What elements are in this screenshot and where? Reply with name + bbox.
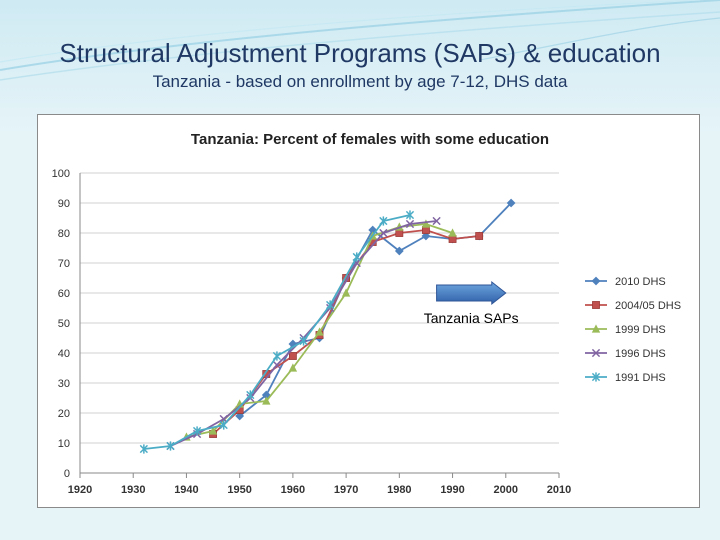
data-point — [506, 198, 516, 208]
slide-title: Structural Adjustment Programs (SAPs) & … — [59, 38, 661, 68]
data-point — [166, 441, 175, 451]
legend-item: 1996 DHS — [585, 348, 666, 360]
series-line — [143, 214, 411, 450]
data-point — [591, 324, 601, 333]
data-point — [341, 288, 351, 297]
y-tick-label: 70 — [58, 258, 70, 270]
data-point — [475, 232, 484, 240]
y-tick-label: 30 — [58, 378, 70, 390]
series-line — [170, 220, 437, 447]
x-tick-label: 1930 — [121, 484, 145, 496]
legend: 2010 DHS 2004/05 DHS 1999 DHS 1996 DHS 1991 … — [585, 276, 681, 384]
series — [182, 219, 457, 441]
data-point — [288, 352, 297, 360]
data-point — [262, 396, 271, 405]
grid — [80, 172, 559, 444]
data-point — [379, 216, 388, 226]
data-point — [405, 219, 415, 229]
series — [209, 226, 484, 438]
data-point — [315, 327, 324, 336]
series-lines — [139, 198, 516, 454]
data-point — [368, 225, 378, 235]
x-tick-label: 1940 — [174, 484, 198, 496]
legend-item: 1991 DHS — [585, 372, 666, 384]
y-tick-label: 10 — [58, 438, 70, 450]
chart: Tanzania: Percent of females with some e… — [52, 131, 681, 496]
data-point — [272, 351, 282, 361]
data-point — [299, 336, 308, 346]
y-tick-label: 100 — [52, 168, 70, 180]
data-point — [272, 360, 282, 370]
legend-item: 2004/05 DHS — [585, 300, 681, 312]
data-point — [591, 372, 601, 382]
y-tick-label: 50 — [58, 318, 70, 330]
x-tick-label: 1950 — [227, 484, 251, 496]
data-point — [246, 390, 255, 400]
saps-label: Tanzania SAPs — [424, 310, 519, 326]
legend-label: 2004/05 DHS — [615, 300, 681, 312]
legend-label: 1999 DHS — [615, 324, 666, 336]
saps-arrow — [436, 280, 507, 306]
data-point — [288, 363, 298, 372]
legend-label: 1991 DHS — [615, 372, 666, 384]
y-tick-label: 90 — [58, 198, 70, 210]
data-point — [592, 301, 600, 309]
legend-item: 1999 DHS — [585, 324, 666, 336]
slide-subtitle: Tanzania - based on enrollment by age 7-… — [152, 72, 568, 91]
data-point — [192, 426, 202, 436]
data-point — [261, 390, 271, 400]
data-point — [139, 444, 148, 454]
legend-item: 2010 DHS — [585, 276, 666, 288]
x-tick-label: 1990 — [440, 484, 464, 496]
y-tick-label: 40 — [58, 348, 70, 360]
data-point — [394, 246, 404, 256]
annotation: Tanzania SAPs — [424, 280, 519, 326]
data-point — [421, 219, 431, 228]
y-tick-label: 0 — [64, 468, 70, 480]
data-point — [235, 411, 245, 421]
data-point — [591, 276, 601, 286]
y-tick-label: 20 — [58, 408, 70, 420]
data-point — [219, 420, 228, 430]
x-tick-label: 2010 — [547, 484, 571, 496]
data-point — [591, 348, 601, 358]
series — [139, 210, 415, 454]
data-point — [208, 426, 218, 435]
axes: 0 10 20 30 40 50 60 70 80 90 100 1920 1930 1940 1950 19… — [52, 168, 572, 496]
legend-label: 1996 DHS — [615, 348, 666, 360]
data-point — [405, 210, 415, 220]
x-tick-label: 1960 — [281, 484, 305, 496]
x-tick-label: 1920 — [68, 484, 92, 496]
data-point — [379, 228, 388, 238]
x-tick-label: 2000 — [494, 484, 518, 496]
data-point — [448, 228, 457, 237]
chart-frame: Tanzania: Percent of females with some e… — [37, 114, 700, 508]
y-tick-label: 80 — [58, 228, 70, 240]
x-tick-label: 1980 — [387, 484, 411, 496]
data-point — [432, 216, 441, 226]
data-point — [326, 300, 335, 310]
data-point — [352, 252, 361, 262]
legend-label: 2010 DHS — [615, 276, 666, 288]
x-tick-label: 1970 — [334, 484, 358, 496]
y-tick-label: 60 — [58, 288, 70, 300]
chart-title: Tanzania: Percent of females with some e… — [191, 131, 549, 148]
